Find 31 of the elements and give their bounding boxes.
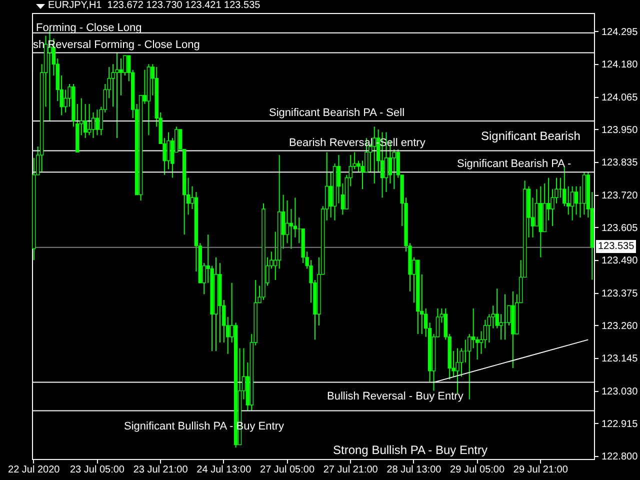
x-tick-label: 27 Jul 21:00 <box>323 464 378 476</box>
x-tick-label: 23 Jul 05:00 <box>70 464 125 476</box>
y-tick-label: 123.605 <box>602 222 638 234</box>
ref-line-label: Bullish Reversal - Buy Entry <box>327 390 464 402</box>
x-tick-label: 27 Jul 05:00 <box>260 464 315 476</box>
chart-title: EURJPY,H1 123.672 123.730 123.421 123.535 <box>48 0 260 12</box>
y-tick-label: 124.065 <box>602 92 638 104</box>
y-tick-label: 124.180 <box>602 60 638 71</box>
y-tick-label: 123.950 <box>602 124 638 136</box>
y-tick-label: 123.835 <box>602 158 638 169</box>
ref-line-label: Significant Bearish PA - <box>457 158 572 170</box>
x-tick-label: 29 Jul 21:00 <box>513 464 568 476</box>
y-tick-label: 123.720 <box>602 190 638 202</box>
x-tick-label: 24 Jul 13:00 <box>196 464 252 476</box>
annotation: Strong Bullish PA - Buy Entry <box>333 443 488 457</box>
ref-line-label: 123.535 <box>596 240 636 254</box>
y-tick-label: 122.915 <box>602 418 638 430</box>
x-tick-label: 29 Jul 05:00 <box>450 464 505 476</box>
y-tick-label: 122.800 <box>602 452 638 463</box>
y-tick-label: 123.260 <box>602 320 638 332</box>
ref-line-label: Significant Bearish PA - Sell <box>269 106 405 119</box>
y-tick-label: 123.145 <box>602 354 638 365</box>
annotation: Significant Bearish <box>481 129 580 143</box>
x-tick-label: 23 Jul 21:00 <box>133 464 188 476</box>
y-tick-label: 123.375 <box>602 288 638 300</box>
y-tick-label: 123.490 <box>602 256 638 267</box>
ref-line-label: Forming - Close Long <box>36 22 142 34</box>
x-tick-label: 22 Jul 2020 <box>8 464 60 476</box>
y-tick-label: 123.030 <box>602 386 638 398</box>
y-tick-label: 124.295 <box>602 26 638 38</box>
x-tick-label: 28 Jul 13:00 <box>386 464 442 476</box>
